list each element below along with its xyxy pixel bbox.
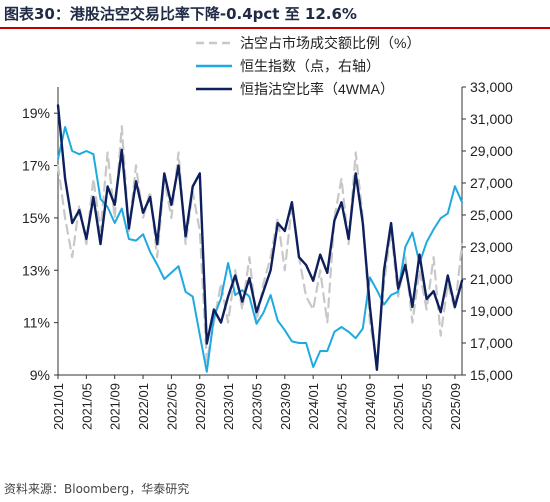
title-divider (0, 27, 550, 29)
page-title: 图表30：港股沽空交易比率下降-0.4pct 至 12.6% (4, 5, 357, 23)
x-tick-label: 2025/01 (391, 383, 406, 430)
y-right-tick-label: 15,000 (470, 367, 513, 383)
source-note: 资料来源：Bloomberg，华泰研究 (4, 482, 190, 496)
series-line-2 (57, 126, 463, 373)
x-tick-label: 2025/09 (448, 383, 463, 430)
y-right-tick-label: 19,000 (470, 303, 513, 319)
y-right-tick-label: 21,000 (470, 271, 513, 287)
y-right-tick-label: 17,000 (470, 335, 513, 351)
y-left-tick-label: 15% (22, 210, 50, 226)
x-tick-label: 2023/09 (278, 383, 293, 430)
legend-label-1: 沽空占市场成交额比例（%） (240, 35, 420, 51)
x-tick-label: 2022/01 (136, 383, 151, 430)
chart-legend: 沽空占市场成交额比例（%） 恒生指数（点，右轴） 恒指沽空比率（4WMA） (196, 35, 420, 97)
y-left-tick-label: 9% (30, 367, 50, 383)
legend-label-2: 恒生指数（点，右轴） (240, 58, 380, 74)
y-right-tick-label: 29,000 (470, 143, 513, 159)
x-tick-label: 2023/01 (221, 383, 236, 430)
legend-label-3: 恒指沽空比率（4WMA） (240, 81, 394, 97)
x-tick-label: 2024/01 (306, 383, 321, 430)
chart: 9% 11% 13% 15% 17% 19% 15,000 17,000 19,000 21,00… (22, 35, 513, 430)
x-tick-label: 2023/05 (249, 383, 264, 430)
y-right-tick-label: 27,000 (470, 175, 513, 191)
x-tick-label: 2021/09 (108, 383, 123, 430)
y-right-tick-label: 31,000 (470, 111, 513, 127)
y-left-tick-label: 13% (22, 262, 50, 278)
x-tick-label: 2022/09 (193, 383, 208, 430)
y-right-tick-label: 25,000 (470, 207, 513, 223)
series-line-1 (56, 125, 464, 363)
y-left-tick-label: 19% (22, 105, 50, 121)
y-left-tick-label: 11% (23, 315, 50, 331)
x-tick-label: 2021/05 (79, 383, 94, 430)
x-tick-label: 2024/05 (335, 383, 350, 430)
series-line-3 (56, 104, 464, 371)
x-tick-label: 2025/05 (420, 383, 435, 430)
x-tick-label: 2022/05 (164, 383, 179, 430)
chart-series (56, 104, 464, 373)
y-left-tick-label: 17% (22, 158, 50, 174)
y-right-tick-label: 33,000 (470, 79, 513, 95)
chart-axes: 9% 11% 13% 15% 17% 19% 15,000 17,000 19,000 21,00… (22, 79, 513, 430)
x-tick-label: 2021/01 (51, 383, 66, 430)
y-right-tick-label: 23,000 (470, 239, 513, 255)
x-tick-label: 2024/09 (363, 383, 378, 430)
